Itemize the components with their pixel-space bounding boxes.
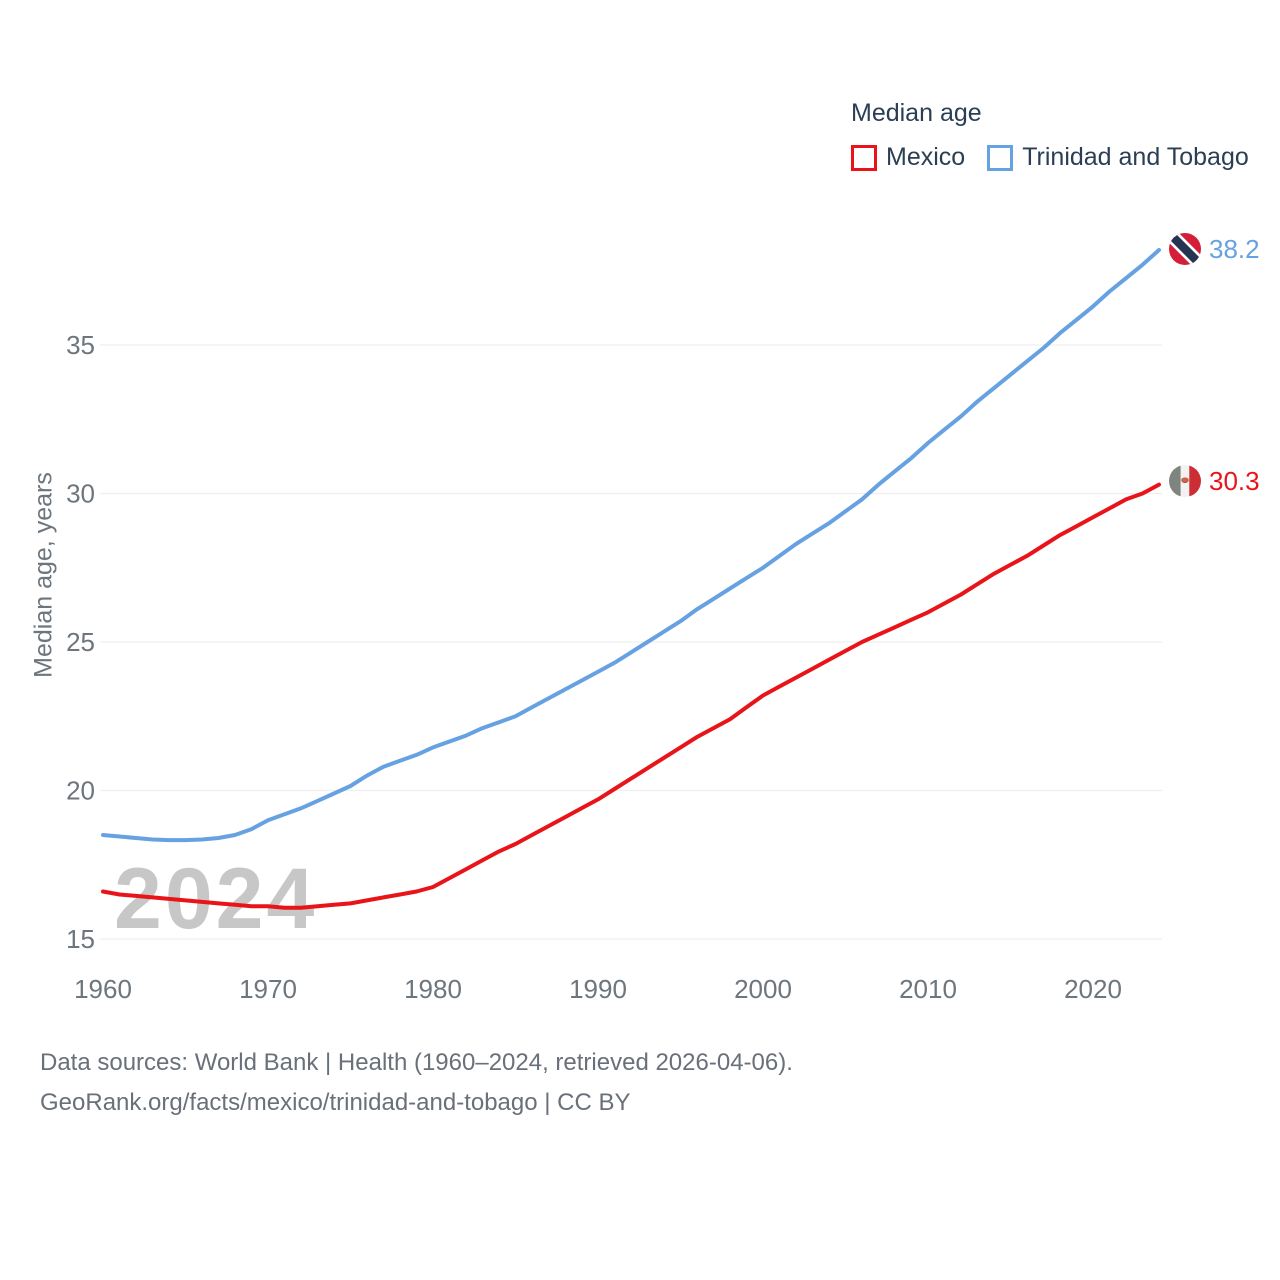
watermark-year: 2024 — [114, 851, 318, 947]
legend-item-trinidad-and-tobago[interactable]: Trinidad and Tobago — [987, 143, 1249, 172]
legend: Median age Mexico Trinidad and Tobago — [851, 99, 1249, 172]
mexico-end-value: 30.3 — [1209, 465, 1260, 496]
y-tick-label-30: 30 — [66, 479, 95, 509]
trinidad-and-tobago-flag-icon — [1169, 233, 1201, 265]
trinidad-and-tobago-series-swatch-icon — [987, 144, 1014, 171]
legend-label-mexico: Mexico — [886, 143, 966, 171]
mexico-end-label: 30.3 — [1169, 465, 1260, 497]
x-tick-label-1990: 1990 — [569, 974, 627, 1004]
legend-label-trinidad-and-tobago: Trinidad and Tobago — [1022, 143, 1249, 171]
trinidad-and-tobago-end-value: 38.2 — [1209, 233, 1260, 264]
x-tick-label-1960: 1960 — [74, 974, 132, 1004]
legend-items: Mexico Trinidad and Tobago — [851, 143, 1249, 172]
trinidad-and-tobago-end-label: 38.2 — [1169, 233, 1260, 265]
y-tick-label-15: 15 — [66, 924, 95, 954]
legend-item-mexico[interactable]: Mexico — [851, 143, 965, 172]
data-sources-text: Data sources: World Bank | Health (1960–… — [40, 1049, 793, 1076]
y-axis-title: Median age, years — [29, 472, 58, 678]
y-tick-label-25: 25 — [66, 627, 95, 657]
footer: Data sources: World Bank | Health (1960–… — [40, 1043, 793, 1123]
legend-title: Median age — [851, 99, 982, 127]
mexico-series-swatch-icon — [851, 144, 877, 171]
y-tick-label-20: 20 — [66, 776, 95, 806]
x-tick-label-1980: 1980 — [404, 974, 462, 1004]
x-tick-label-2020: 2020 — [1064, 974, 1122, 1004]
trinidad-and-tobago-line[interactable] — [101, 248, 1161, 843]
y-tick-label-35: 35 — [66, 330, 95, 360]
x-tick-label-2000: 2000 — [734, 974, 792, 1004]
mexico-line[interactable] — [101, 482, 1161, 910]
x-tick-label-1970: 1970 — [239, 974, 297, 1004]
x-tick-label-2010: 2010 — [899, 974, 957, 1004]
attribution-text: GeoRank.org/facts/mexico/trinidad-and-to… — [40, 1089, 631, 1116]
mexico-flag-icon — [1169, 465, 1201, 497]
